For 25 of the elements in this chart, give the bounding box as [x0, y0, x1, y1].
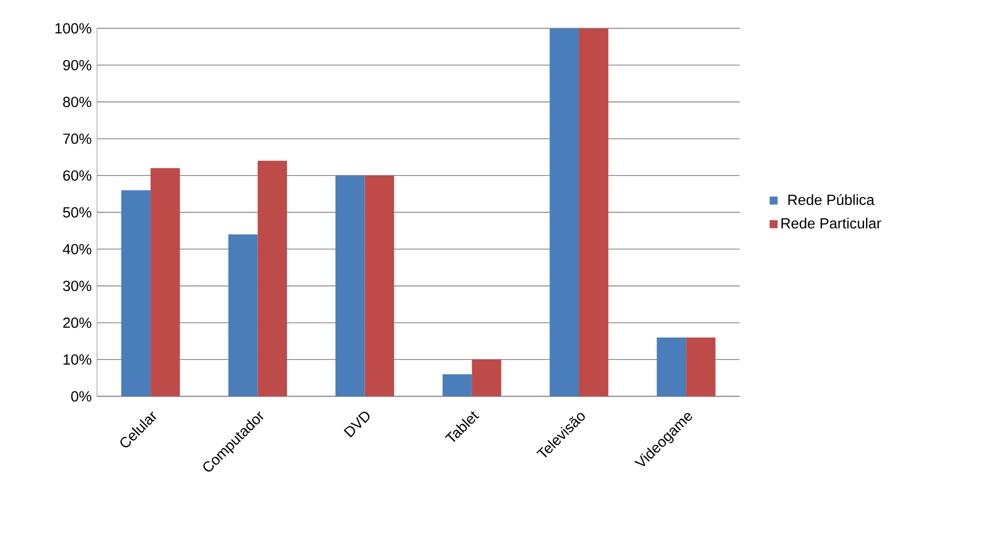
legend-label: Rede Particular: [782, 218, 882, 229]
legend-label: Rede Pública: [788, 194, 874, 206]
bar: [258, 160, 288, 396]
bar: [228, 234, 258, 396]
y-tick-label: 50%: [63, 207, 92, 218]
bar: [150, 168, 180, 396]
bar: [686, 337, 716, 396]
bar: [335, 176, 365, 396]
y-tick-label: 10%: [64, 354, 92, 365]
y-tick-label: 100%: [55, 23, 92, 34]
bar: [442, 374, 472, 396]
bar: [121, 190, 151, 396]
bar: [550, 28, 579, 396]
y-tick-label: 80%: [63, 96, 92, 108]
y-tick-label: 60%: [63, 170, 92, 181]
y-tick-label: 40%: [62, 244, 92, 254]
y-tick-label: 0%: [71, 391, 92, 402]
y-tick-label: 90%: [63, 60, 92, 70]
y-tick-label: 30%: [63, 280, 92, 292]
bar: [656, 337, 686, 396]
y-tick-label: 70%: [63, 134, 92, 144]
bar: [472, 360, 502, 396]
bar: [579, 28, 608, 396]
y-tick-label: 20%: [63, 318, 92, 328]
bar: [364, 176, 394, 396]
